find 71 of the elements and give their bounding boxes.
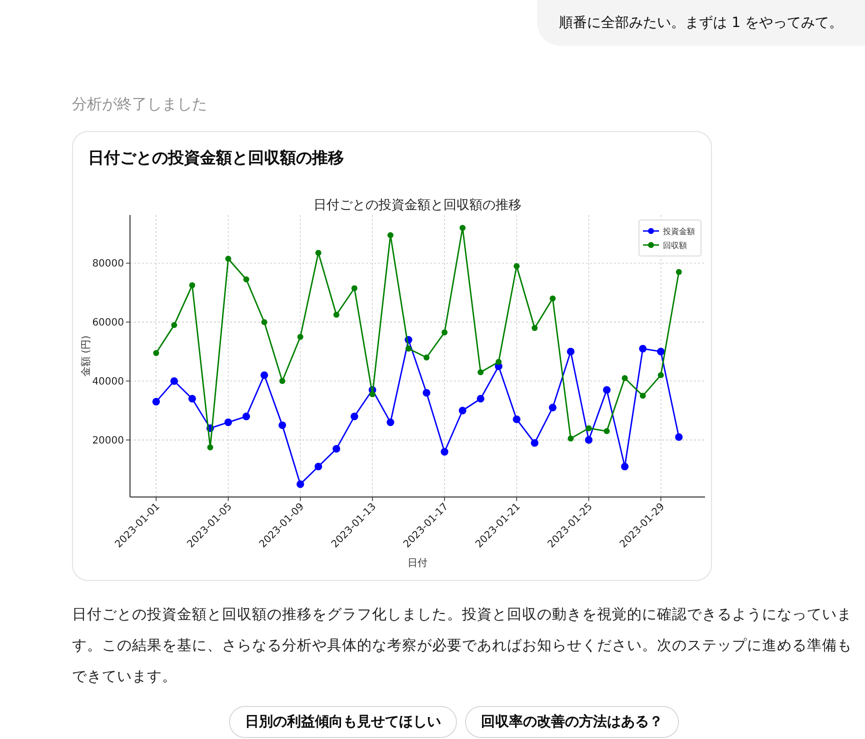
text: 回収率の改善の方法はある？ [465,706,679,738]
y-tick-label: 80000 [92,258,124,270]
point [496,358,502,365]
point [188,394,196,403]
point [279,378,286,384]
point [514,263,520,270]
point [224,418,232,426]
point [532,325,538,332]
chart-subtitle: 日付ごとの投資金額と回収額の推移 [314,198,522,213]
point [296,480,304,488]
legend-label: 投資金額 [662,227,695,236]
x-axis-title: 日付 [408,558,428,569]
text: 分析が終了しました [72,95,207,114]
point [512,416,520,424]
legend-label: 回収額 [663,241,687,250]
point [152,398,160,406]
point [566,348,575,356]
point [602,386,611,394]
point [332,445,340,453]
point [422,389,430,397]
point [568,436,574,442]
point [440,448,448,456]
point [171,322,178,328]
point [620,462,629,470]
point [622,375,628,382]
point [460,224,466,231]
point [584,436,593,444]
point [639,344,647,352]
point [225,256,232,262]
point [424,354,430,360]
point [458,406,466,414]
point [351,285,358,292]
point [153,350,160,356]
point [315,250,322,256]
text: 日付ごとの投資金額と回収額の推移をグラフ化しました。投資と回収の動きを視覚的に確認できるようになっています。この結果を基に、さらなる分析や具体的な考察が必要であればお知らせください。次のステップに進める準備もできています。 [72,606,852,687]
chart-title: 日付ごとの投資金額と回収額の推移 [88,148,344,169]
point [278,421,286,430]
point [476,394,484,403]
text: 日別の利益傾向も見せてほしい [229,706,457,738]
point [548,404,556,412]
point [260,371,268,379]
point [675,433,683,441]
point [478,369,484,376]
point [333,312,340,318]
point [243,276,250,282]
point [189,282,196,288]
point [530,439,538,447]
point [604,428,610,434]
y-tick-label: 20000 [92,435,124,446]
point [170,377,178,385]
point [658,372,664,378]
point [657,348,665,356]
text: 順番に全部みたい。まずは 1 をやってみて。 [537,0,865,46]
point [676,269,682,276]
y-axis-title: 金額 (円) [80,335,92,376]
point [387,232,394,238]
point [314,462,322,470]
point [586,425,592,432]
point [350,412,358,420]
point [261,319,268,326]
point [369,391,376,398]
point [550,296,556,302]
point [386,418,394,426]
point [442,329,448,336]
point [297,334,304,340]
y-tick-label: 60000 [92,318,124,329]
point [405,346,412,352]
point [242,412,250,420]
y-tick-label: 40000 [92,376,124,388]
point [640,392,646,399]
point [207,444,214,450]
